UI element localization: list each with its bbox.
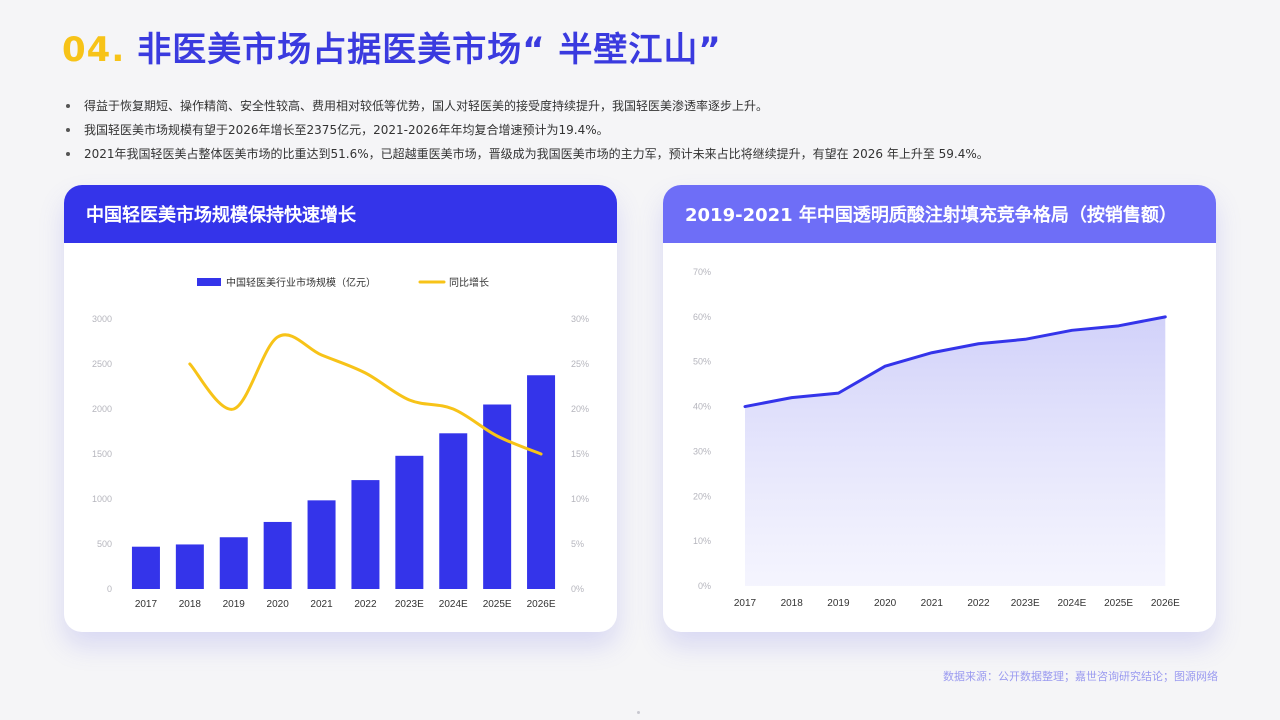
- y-tick: 10%: [693, 536, 711, 546]
- x-tick-label: 2020: [267, 599, 290, 610]
- x-tick-label: 2026E: [1151, 598, 1180, 609]
- bar-2021: [307, 500, 336, 589]
- area-fill: [745, 316, 1166, 586]
- bullet-item: 得益于恢复期短、操作精简、安全性较高、费用相对较低等优势，国人对轻医美的接受度持…: [66, 94, 989, 118]
- bar-2024E: [439, 433, 468, 589]
- share-card: 2019-2021 年中国透明质酸注射填充竞争格局（按销售额） 0% 10% 20%…: [663, 185, 1216, 632]
- x-tick-label: 2022: [354, 599, 377, 610]
- y-tick: 50%: [693, 357, 711, 367]
- x-tick-label: 2025E: [483, 599, 512, 610]
- y-tick: 60%: [693, 312, 711, 322]
- share-chart: 0% 10% 20% 30% 40% 50% 60% 70% 2017 2018 2019 2020 2…: [693, 267, 1180, 609]
- growth-line: [188, 333, 543, 456]
- y-tick-left: 3000: [92, 314, 112, 324]
- share-card-title: 2019-2021 年中国透明质酸注射填充竞争格局（按销售额）: [663, 185, 1216, 243]
- y-tick: 0%: [698, 581, 711, 591]
- x-tick-label: 2021: [310, 599, 333, 610]
- y-tick: 40%: [693, 402, 711, 412]
- y-tick-right: 10%: [571, 494, 589, 504]
- legend-bar-swatch: [197, 278, 221, 286]
- y-tick: 70%: [693, 267, 711, 277]
- page-indicator-dot: [637, 711, 640, 714]
- legend-label-line: 同比增长: [449, 276, 489, 289]
- page-title: 04. 非医美市场占据医美市场“ 半壁江山”: [62, 22, 722, 71]
- y-tick-left: 1500: [92, 449, 112, 459]
- y-tick-right: 15%: [571, 449, 589, 459]
- bullet-item: 2021年我国轻医美占整体医美市场的比重达到51.6%，已超越重医美市场，晋级成…: [66, 142, 989, 166]
- market-size-card: 中国轻医美市场规模保持快速增长 中国轻医美行业市场规模（亿元） 同比增长 0 500 1…: [64, 185, 617, 632]
- bar-2017: [131, 546, 160, 589]
- bar-2018: [175, 544, 204, 589]
- bar-2020: [263, 521, 292, 589]
- x-tick-label: 2021: [921, 598, 944, 609]
- x-tick-label: 2024E: [1057, 598, 1086, 609]
- bar-2019: [219, 537, 248, 589]
- x-tick-label: 2020: [874, 598, 897, 609]
- y-tick-right: 20%: [571, 404, 589, 414]
- section-number: 04.: [62, 30, 126, 70]
- x-tick-label: 2019: [827, 598, 850, 609]
- legend-label-bars: 中国轻医美行业市场规模（亿元）: [226, 276, 376, 289]
- y-tick-right: 25%: [571, 359, 589, 369]
- bar-2026E: [527, 375, 556, 589]
- y-tick-right: 0%: [571, 584, 584, 594]
- x-tick-label: 2024E: [439, 599, 468, 610]
- y-tick: 30%: [693, 446, 711, 456]
- title-text: 非医美市场占据医美市场“ 半壁江山”: [137, 30, 722, 70]
- x-tick-label: 2022: [967, 598, 990, 609]
- y-tick-left: 0: [107, 584, 112, 594]
- bullet-list: 得益于恢复期短、操作精简、安全性较高、费用相对较低等优势，国人对轻医美的接受度持…: [66, 94, 989, 166]
- bar-2022: [351, 480, 380, 589]
- y-tick-right: 30%: [571, 314, 589, 324]
- x-tick-label: 2018: [781, 598, 804, 609]
- y-tick-left: 2000: [92, 404, 112, 414]
- y-tick: 20%: [693, 491, 711, 501]
- x-tick-label: 2017: [135, 599, 158, 610]
- x-tick-label: 2025E: [1104, 598, 1133, 609]
- bar-2023E: [395, 455, 424, 589]
- y-tick-left: 2500: [92, 359, 112, 369]
- data-source: 数据来源：公开数据整理；嘉世咨询研究结论；图源网络: [943, 670, 1218, 683]
- bullet-item: 我国轻医美市场规模有望于2026年增长至2375亿元，2021-2026年年均复…: [66, 118, 989, 142]
- x-tick-label: 2018: [179, 599, 202, 610]
- x-tick-label: 2026E: [527, 599, 556, 610]
- share-line: [743, 315, 1167, 409]
- x-tick-label: 2019: [223, 599, 246, 610]
- bar-2025E: [483, 404, 512, 589]
- market-size-card-title: 中国轻医美市场规模保持快速增长: [64, 185, 617, 243]
- market-size-chart: 中国轻医美行业市场规模（亿元） 同比增长 0 500 1000 1500 2000 2500 3…: [92, 276, 589, 610]
- y-tick-right: 5%: [571, 539, 584, 549]
- y-tick-left: 1000: [92, 494, 112, 504]
- x-tick-label: 2017: [734, 598, 757, 609]
- x-tick-label: 2023E: [395, 599, 424, 610]
- x-tick-label: 2023E: [1011, 598, 1040, 609]
- y-tick-left: 500: [97, 539, 112, 549]
